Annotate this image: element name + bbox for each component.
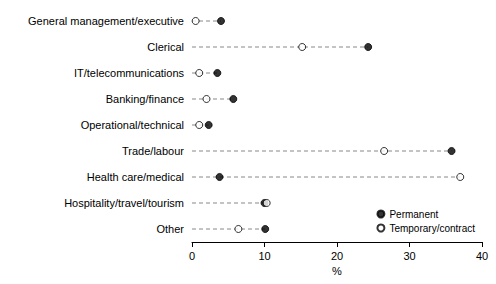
- svg-text:Other: Other: [156, 223, 184, 235]
- svg-text:Health care/medical: Health care/medical: [87, 171, 184, 183]
- svg-text:30: 30: [403, 250, 415, 262]
- svg-text:IT/telecommunications: IT/telecommunications: [74, 67, 185, 79]
- svg-text:Trade/labour: Trade/labour: [122, 145, 184, 157]
- svg-text:General management/executive: General management/executive: [28, 15, 184, 27]
- svg-text:40: 40: [476, 250, 488, 262]
- svg-text:Temporary/contract: Temporary/contract: [389, 223, 475, 234]
- svg-text:20: 20: [331, 250, 343, 262]
- svg-text:Banking/finance: Banking/finance: [106, 93, 184, 105]
- svg-text:Clerical: Clerical: [147, 41, 184, 53]
- svg-text:0: 0: [189, 250, 195, 262]
- svg-text:10: 10: [258, 250, 270, 262]
- svg-text:Permanent: Permanent: [389, 209, 438, 220]
- svg-text:Hospitality/travel/tourism: Hospitality/travel/tourism: [64, 197, 184, 209]
- svg-text:Operational/technical: Operational/technical: [81, 119, 184, 131]
- svg-text:%: %: [332, 265, 342, 277]
